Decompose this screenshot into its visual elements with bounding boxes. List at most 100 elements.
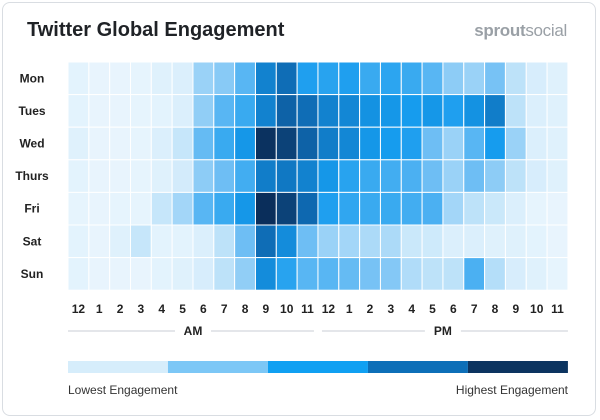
heatmap-cell <box>504 224 527 259</box>
heatmap-cell <box>484 94 506 128</box>
hour-tick-label: 4 <box>408 302 415 316</box>
heatmap-cell <box>254 94 277 128</box>
heatmap-cell <box>171 126 194 161</box>
heatmap-cell <box>109 257 131 291</box>
hour-tick-label: 10 <box>280 302 294 316</box>
heatmap-cell <box>400 224 423 259</box>
heatmap-cell <box>400 61 423 96</box>
hour-tick-label: 11 <box>301 302 314 316</box>
heatmap-cell <box>213 224 236 259</box>
heatmap-cell <box>150 224 173 259</box>
heatmap-cell <box>171 257 194 291</box>
heatmap-cell <box>67 191 90 226</box>
heatmap-cell <box>442 126 465 161</box>
heatmap-cell <box>275 257 298 291</box>
heatmap-cell <box>171 159 194 193</box>
heatmap-cell <box>421 94 444 128</box>
heatmap-cell <box>234 159 256 193</box>
heatmap-cell <box>275 61 298 96</box>
heatmap-cell <box>379 191 402 226</box>
heatmap-cell <box>234 61 256 96</box>
hour-tick-label: 1 <box>346 302 353 316</box>
heatmap-cell <box>484 191 506 226</box>
brand-bold-text: sprout <box>474 21 526 40</box>
heatmap-cell <box>463 224 486 259</box>
am-label: AM <box>184 324 203 338</box>
heatmap-cell <box>67 224 90 259</box>
heatmap-cell <box>296 159 319 193</box>
heatmap-cell <box>400 191 423 226</box>
heatmap-cell <box>150 257 173 291</box>
heatmap-cell <box>546 159 569 193</box>
heatmap-cell <box>442 61 465 96</box>
heatmap-cell <box>67 159 90 193</box>
hour-tick-label: 3 <box>138 302 145 316</box>
hour-tick-label: 8 <box>242 302 249 316</box>
heatmap-cell <box>359 159 381 193</box>
day-label-fri: Fri <box>24 202 39 216</box>
heatmap-cell <box>129 257 152 291</box>
heatmap-cell <box>484 257 506 291</box>
heatmap-cell <box>192 191 215 226</box>
heatmap-cell <box>296 61 319 96</box>
legend-low-label: Lowest Engagement <box>68 383 178 397</box>
heatmap-cell <box>504 94 527 128</box>
heatmap-cell <box>421 61 444 96</box>
heatmap-cell <box>359 126 381 161</box>
heatmap-cell <box>317 257 340 291</box>
legend-swatch <box>467 361 568 373</box>
heatmap-cell <box>213 191 236 226</box>
chart-title: Twitter Global Engagement <box>27 19 285 41</box>
heatmap-cell <box>234 257 256 291</box>
heatmap-cell <box>129 61 152 96</box>
heatmap-cell <box>317 159 340 193</box>
heatmap-cell <box>109 94 131 128</box>
heatmap-cell <box>400 159 423 193</box>
heatmap-cell <box>504 126 527 161</box>
heatmap-cell <box>442 94 465 128</box>
heatmap-cell <box>296 94 319 128</box>
heatmap-cell <box>213 61 236 96</box>
heatmap-cell <box>67 61 90 96</box>
heatmap-cell <box>338 126 361 161</box>
heatmap-cell <box>421 257 444 291</box>
heatmap-cell <box>359 224 381 259</box>
heatmap-cell <box>338 159 361 193</box>
heatmap-cell <box>234 126 256 161</box>
heatmap-cell <box>150 159 173 193</box>
heatmap-cell <box>463 94 486 128</box>
heatmap-cell <box>442 191 465 226</box>
heatmap-cell <box>504 159 527 193</box>
heatmap-cell <box>150 61 173 96</box>
heatmap-cell <box>525 61 548 96</box>
hour-tick-label: 9 <box>263 302 270 316</box>
heatmap-cell <box>484 224 506 259</box>
heatmap-cell <box>234 224 256 259</box>
heatmap-cell <box>254 159 277 193</box>
hour-tick-label: 7 <box>221 302 228 316</box>
heatmap-cell <box>129 94 152 128</box>
heatmap-cell <box>525 94 548 128</box>
heatmap-cell <box>150 191 173 226</box>
heatmap-cell <box>317 94 340 128</box>
heatmap-cell <box>317 126 340 161</box>
heatmap-cell <box>379 94 402 128</box>
hour-tick-label: 11 <box>551 302 564 316</box>
legend-swatch <box>167 361 268 373</box>
hour-tick-label: 5 <box>179 302 186 316</box>
heatmap-cell <box>254 257 277 291</box>
heatmap-cell <box>525 257 548 291</box>
day-label-mon: Mon <box>20 71 45 85</box>
heatmap-cell <box>379 126 402 161</box>
heatmap-cell <box>254 224 277 259</box>
legend-high-label: Highest Engagement <box>455 383 568 397</box>
heatmap-cell <box>317 61 340 96</box>
heatmap-cell <box>109 191 131 226</box>
heatmap-cell <box>338 224 361 259</box>
heatmap-cell <box>192 159 215 193</box>
heatmap-cell <box>109 159 131 193</box>
heatmap-cell <box>88 257 111 291</box>
heatmap-cell <box>275 191 298 226</box>
heatmap-cell <box>296 191 319 226</box>
heatmap-cell <box>463 61 486 96</box>
